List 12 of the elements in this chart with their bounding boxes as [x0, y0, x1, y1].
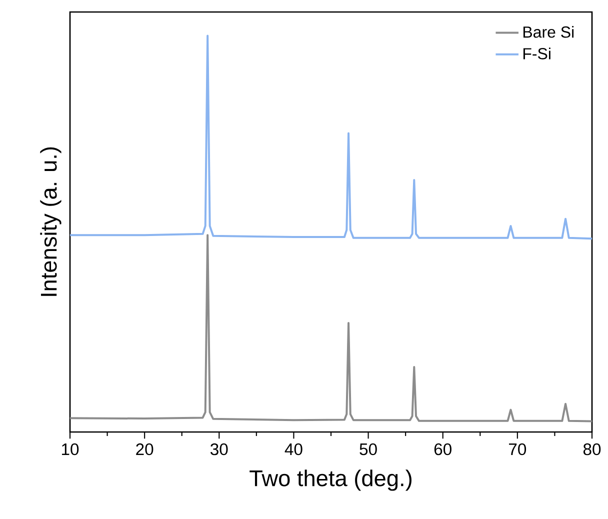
x-tick-label: 10	[62, 443, 79, 456]
legend-label: F-Si	[523, 48, 550, 60]
y-axis-title: Intensity (a. u.)	[40, 147, 62, 296]
x-axis-title: Two theta (deg.)	[250, 470, 412, 491]
x-tick-label: 30	[210, 443, 228, 456]
x-tick-label: 20	[136, 443, 154, 456]
x-tick-label: 70	[509, 443, 526, 456]
x-tick-label: 40	[284, 443, 302, 456]
legend-label: Bare Si	[523, 26, 574, 38]
x-tick-label: 80	[583, 443, 601, 456]
x-tick-label: 60	[434, 443, 452, 456]
x-tick-label: 50	[360, 443, 377, 456]
